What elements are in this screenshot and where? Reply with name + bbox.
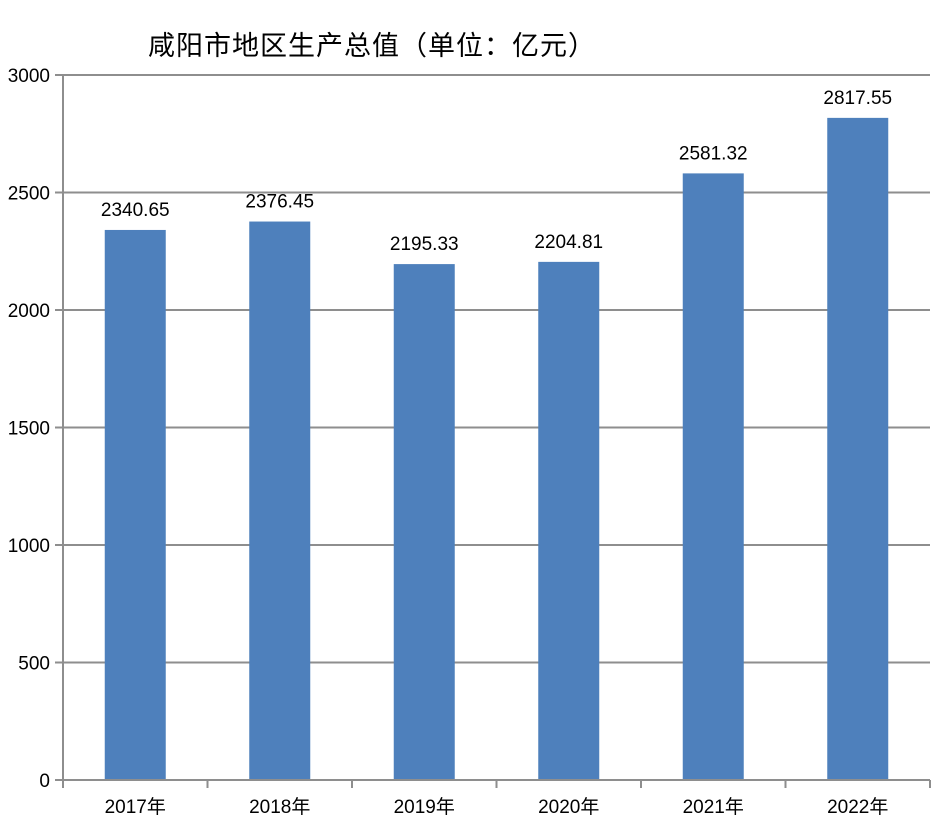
y-tick-label: 2000 xyxy=(8,301,50,322)
bar-value-label: 2581.32 xyxy=(679,143,748,164)
bar xyxy=(538,261,600,781)
x-category-label: 2019年 xyxy=(394,796,455,818)
x-category-label: 2020年 xyxy=(538,796,599,818)
bar xyxy=(249,221,311,781)
x-category-label: 2021年 xyxy=(683,796,744,818)
y-tick-label: 3000 xyxy=(8,66,50,87)
bar-value-label: 2204.81 xyxy=(534,232,603,253)
y-tick-label: 2500 xyxy=(8,184,50,205)
y-tick-label: 500 xyxy=(18,654,50,675)
bar xyxy=(104,229,166,780)
y-tick-label: 1000 xyxy=(8,536,50,557)
bar xyxy=(682,173,744,781)
bar-value-label: 2340.65 xyxy=(101,200,170,221)
chart-title: 咸阳市地区生产总值（单位：亿元） xyxy=(148,31,596,61)
y-tick-label: 0 xyxy=(39,771,50,792)
bar-value-label: 2195.33 xyxy=(390,234,459,255)
bar-value-label: 2376.45 xyxy=(245,192,314,213)
x-category-label: 2018年 xyxy=(249,796,310,818)
x-category-label: 2017年 xyxy=(105,796,166,818)
bar-value-label: 2817.55 xyxy=(823,88,892,109)
y-tick-label: 1500 xyxy=(8,419,50,440)
x-category-label: 2022年 xyxy=(827,796,888,818)
bar xyxy=(393,264,455,781)
bar xyxy=(827,117,889,781)
